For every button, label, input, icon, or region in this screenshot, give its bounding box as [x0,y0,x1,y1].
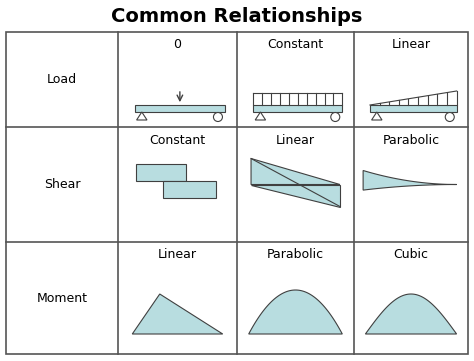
Polygon shape [370,105,456,112]
Polygon shape [137,112,147,120]
Polygon shape [363,170,456,190]
Polygon shape [251,158,340,184]
Text: Constant: Constant [149,134,206,147]
Text: Load: Load [47,73,77,86]
Circle shape [331,113,340,122]
Polygon shape [163,180,216,197]
Polygon shape [254,105,342,112]
Circle shape [213,113,222,122]
Text: Linear: Linear [158,248,197,261]
Text: Parabolic: Parabolic [267,248,324,261]
Text: Common Relationships: Common Relationships [111,6,363,26]
Polygon shape [249,290,342,334]
Polygon shape [251,184,340,206]
Text: Cubic: Cubic [393,248,428,261]
Text: 0: 0 [173,39,182,52]
Polygon shape [365,294,456,334]
Circle shape [445,113,454,122]
Polygon shape [255,112,265,120]
Polygon shape [372,112,382,120]
Polygon shape [132,294,223,334]
Polygon shape [135,105,225,112]
Text: Linear: Linear [392,39,430,52]
Text: Parabolic: Parabolic [383,134,439,147]
Polygon shape [136,164,186,180]
Text: Constant: Constant [267,39,324,52]
Text: Shear: Shear [44,178,80,191]
Text: Linear: Linear [276,134,315,147]
Bar [6,32,468,354]
Text: Moment: Moment [36,291,88,304]
